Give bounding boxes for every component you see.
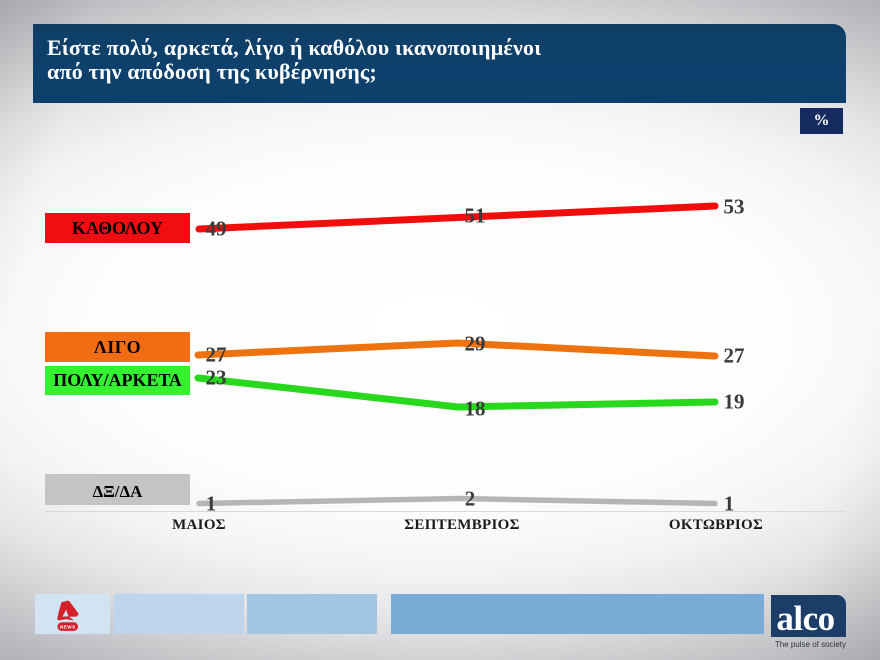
svg-text:NEWS: NEWS: [60, 625, 76, 631]
